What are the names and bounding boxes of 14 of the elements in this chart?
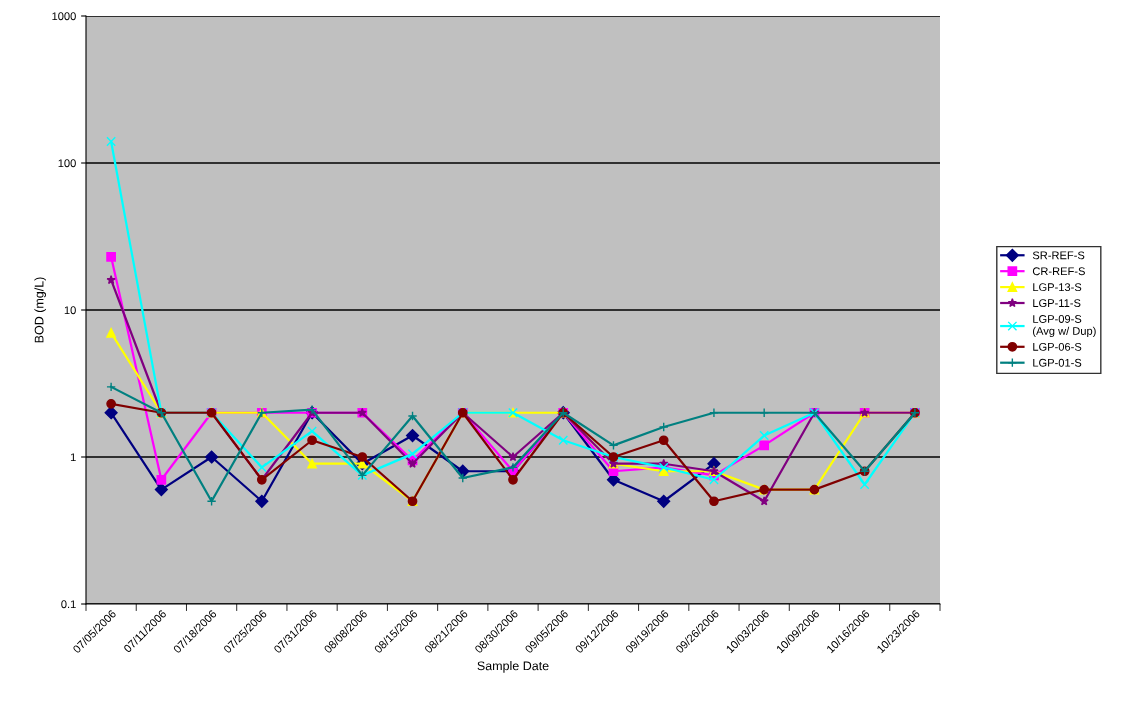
- y-tick-label: 100: [58, 159, 76, 168]
- y-tick-label: 0.1: [61, 600, 76, 609]
- y-tick-label: 1: [70, 453, 76, 462]
- legend-label: SR-REF-S: [1032, 251, 1085, 260]
- legend-label: LGP-06-S: [1033, 342, 1082, 351]
- x-axis-title: Sample Date: [477, 661, 549, 673]
- legend-label: LGP-01-S: [1033, 358, 1082, 367]
- y-axis-title: BOD (mg/L): [34, 277, 47, 343]
- legend-label: LGP-09-S (Avg w/ Dup): [1033, 315, 1096, 338]
- legend-label: LGP-11-S: [1033, 299, 1081, 307]
- y-tick-label: 1000: [52, 12, 76, 21]
- y-tick-label: 10: [64, 306, 76, 315]
- legend-label: CR-REF-S: [1032, 267, 1085, 276]
- legend-label: LGP-13-S: [1033, 283, 1082, 292]
